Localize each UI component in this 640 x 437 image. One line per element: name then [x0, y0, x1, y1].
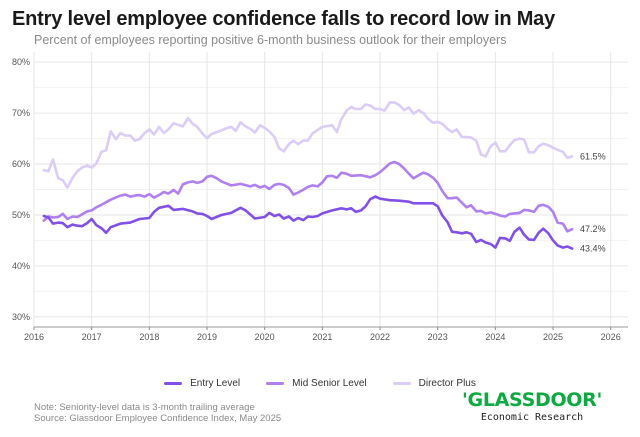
x-tick-label: 2024: [485, 332, 505, 342]
glassdoor-logo: 'GLASSDOOR': [462, 389, 602, 411]
legend-swatch-entry-level: [164, 382, 183, 385]
legend-label-mid-senior-level: Mid Senior Level: [292, 378, 367, 389]
x-tick-label: 2016: [24, 332, 44, 342]
x-tick-label: 2026: [601, 332, 621, 342]
brand-subtitle: Economic Research: [480, 412, 584, 423]
y-tick-label: 30%: [12, 312, 30, 322]
chart-legend: Entry Level Mid Senior Level Director Pl…: [0, 378, 640, 389]
series-line-entry-level: [42, 195, 574, 250]
legend-swatch-mid-senior-level: [266, 382, 285, 385]
x-tick-label: 2023: [428, 332, 448, 342]
y-tick-label: 80%: [12, 57, 30, 67]
footnote: Note: Seniority-level data is 3-month tr…: [34, 402, 281, 424]
series-line-director-plus: [42, 101, 574, 189]
legend-item-director-plus: Director Plus: [392, 378, 476, 389]
x-tick-label: 2017: [82, 332, 102, 342]
footnote-source: Source: Glassdoor Employee Confidence In…: [34, 413, 282, 424]
x-tick-label: 2025: [543, 332, 563, 342]
y-tick-label: 70%: [12, 108, 30, 118]
end-label-entry-level: 43.4%: [580, 244, 606, 254]
chart-title: Entry level employee confidence falls to…: [12, 8, 556, 30]
x-tick-label: 2020: [255, 332, 275, 342]
legend-label-director-plus: Director Plus: [418, 378, 476, 389]
legend-item-mid-senior-level: Mid Senior Level: [266, 378, 367, 389]
end-label-mid-senior-level: 47.2%: [580, 224, 606, 234]
y-tick-label: 60%: [12, 159, 30, 169]
x-tick-label: 2021: [312, 332, 332, 342]
legend-label-entry-level: Entry Level: [190, 378, 241, 389]
x-tick-label: 2018: [139, 332, 159, 342]
chart-subtitle: Percent of employees reporting positive …: [34, 33, 507, 47]
legend-item-entry-level: Entry Level: [164, 378, 240, 389]
legend-swatch-director-plus: [392, 382, 411, 385]
series-line-mid-senior-level: [42, 160, 574, 233]
x-tick-label: 2022: [370, 332, 390, 342]
y-tick-label: 50%: [12, 210, 30, 220]
y-tick-label: 40%: [12, 261, 30, 271]
end-label-director-plus: 61.5%: [580, 151, 606, 161]
glassdoor-brand: 'GLASSDOOR' Economic Research: [462, 389, 602, 423]
footnote-note: Note: Seniority-level data is 3-month tr…: [34, 402, 255, 413]
x-tick-label: 2019: [197, 332, 217, 342]
